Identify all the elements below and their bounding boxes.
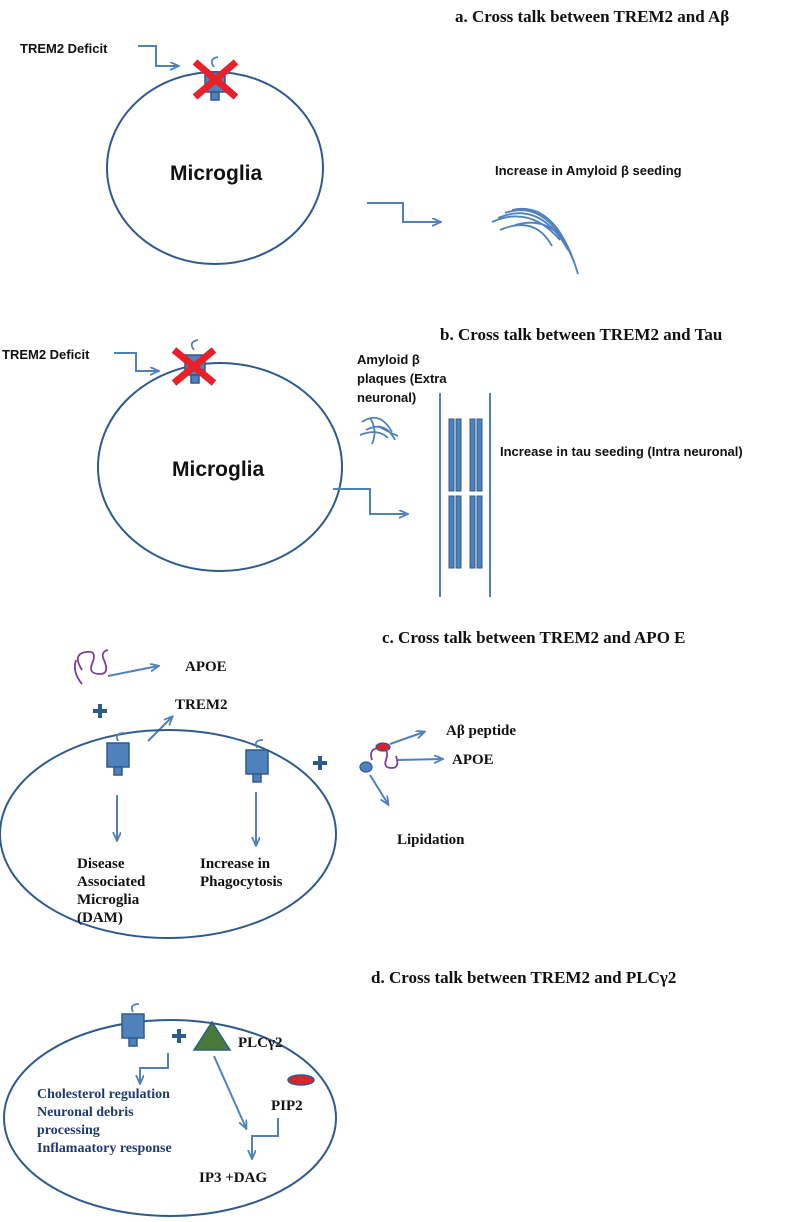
amyloid-fibril-icon-a (491, 207, 579, 275)
apoe-coil-icon-c (73, 649, 109, 685)
peptide-label: Aβ peptide (446, 723, 516, 739)
plus-icon-d (172, 1029, 186, 1043)
tau-filament-icon (448, 418, 483, 569)
plus-icon-c2 (313, 756, 327, 770)
plaque-label-line3: neuronal) (357, 390, 416, 405)
trem2-arrow-c (147, 717, 172, 742)
microglia-cell-b (97, 362, 343, 572)
effect-inflammatory: Inflamaatory response (37, 1141, 172, 1156)
lipidation-arrow (369, 774, 388, 804)
deficit-arrow-a (138, 45, 178, 66)
deficit-cross-icon-a (192, 59, 239, 100)
amyloid-plaque-icon-b (359, 416, 399, 445)
dam-line2: Associated (77, 874, 146, 890)
deficit-arrow-b (114, 352, 158, 371)
pip2-label: PIP2 (271, 1098, 303, 1114)
product-label: IP3 +DAG (199, 1170, 267, 1186)
dam-line1: Disease (77, 856, 125, 872)
product-arrow (252, 1118, 279, 1158)
panel-d-title: d. Cross talk between TREM2 and PLCγ2 (371, 968, 676, 987)
lipidation-label: Lipidation (397, 832, 465, 848)
pip2-icon (287, 1074, 315, 1086)
result-arrow-b (333, 488, 407, 514)
neuron-membrane-icon (439, 393, 491, 597)
plc-arrow (213, 1055, 246, 1128)
trem2-label-c: TREM2 (175, 697, 228, 713)
panel-b: b. Cross talk between TREM2 and Tau TREM… (2, 325, 743, 597)
microglia-cell-d (3, 1019, 337, 1217)
trem2-receptor-c1 (106, 732, 130, 776)
deficit-cross-icon-b (171, 347, 217, 386)
microglia-label-a: Microglia (170, 162, 263, 185)
phagocytosis-line2: Phagocytosis (200, 874, 283, 890)
dam-line3: Microglia (77, 892, 140, 908)
result-arrow-a (367, 202, 440, 222)
microglia-cell-c (0, 729, 337, 939)
effect-processing: processing (37, 1123, 100, 1138)
phagocytosis-line1: Increase in (200, 856, 271, 872)
trem2-deficit-label-a: TREM2 Deficit (20, 41, 108, 56)
peptide-arrow (389, 732, 424, 745)
panel-a-title: a. Cross talk between TREM2 and Aβ (455, 7, 729, 26)
plc-label: PLCγ2 (238, 1035, 283, 1051)
plaque-label-line1: Amyloid β (357, 352, 420, 367)
apoe-arrow-c2 (397, 759, 442, 760)
panel-c: c. Cross talk between TREM2 and APO E AP… (0, 628, 686, 939)
plaque-label-line2: plaques (Extra (357, 371, 447, 386)
panel-d: d. Cross talk between TREM2 and PLCγ2 PL… (3, 968, 676, 1217)
panel-b-title: b. Cross talk between TREM2 and Tau (440, 325, 722, 344)
plc-gamma2-triangle-icon (192, 1020, 232, 1051)
panel-c-title: c. Cross talk between TREM2 and APO E (382, 628, 686, 647)
apoe-label-c: APOE (185, 659, 227, 675)
microglia-label-b: Microglia (172, 458, 265, 481)
amyloid-seeding-label: Increase in Amyloid β seeding (495, 163, 682, 178)
apoe-label-c2: APOE (452, 752, 494, 768)
panel-a: a. Cross talk between TREM2 and Aβ TREM2… (20, 7, 729, 275)
effect-cholesterol: Cholesterol regulation (37, 1087, 170, 1102)
apoe-complex-icon (359, 742, 399, 773)
dam-line4: (DAM) (77, 910, 123, 926)
plus-icon-c1 (93, 704, 107, 718)
tau-seeding-label: Increase in tau seeding (Intra neuronal) (500, 444, 743, 459)
apoe-arrow-c (107, 666, 158, 677)
trem2-receptor-c2 (245, 739, 269, 783)
trem2-receptor-d (121, 1003, 145, 1047)
effects-arrow (140, 1053, 169, 1083)
trem2-deficit-label-b: TREM2 Deficit (2, 347, 90, 362)
effect-debris: Neuronal debris (37, 1105, 134, 1120)
